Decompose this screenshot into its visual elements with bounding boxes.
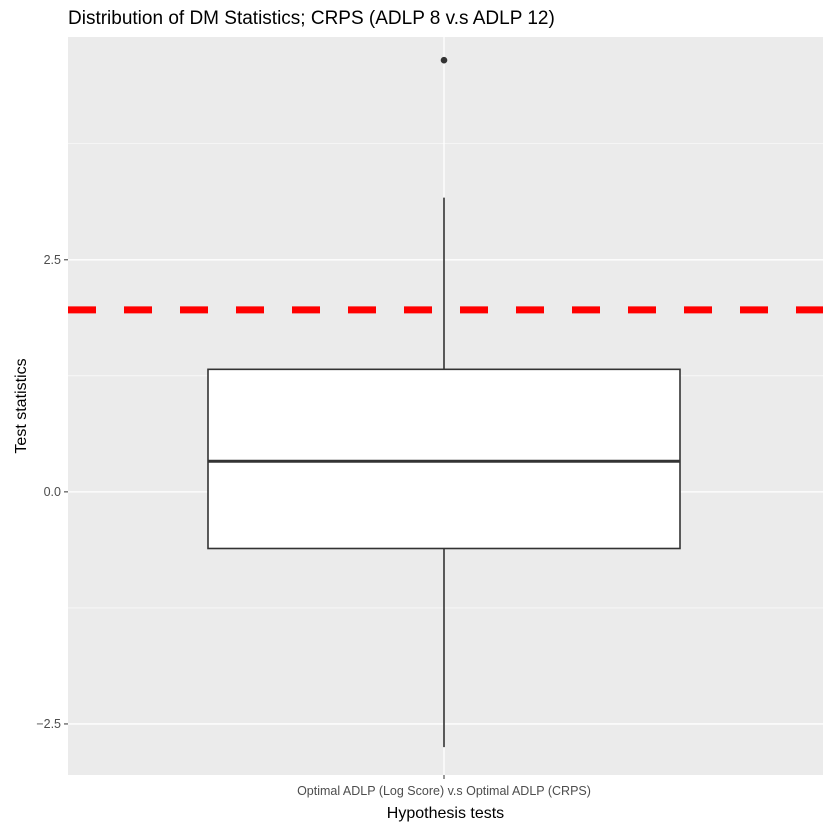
chart-title: Distribution of DM Statistics; CRPS (ADL…	[68, 8, 555, 29]
boxplot	[207, 56, 681, 748]
y-tick-label: 2.5	[44, 253, 61, 267]
x-tick-label: Optimal ADLP (Log Score) v.s Optimal ADL…	[297, 784, 591, 798]
outlier-point	[440, 56, 448, 64]
y-tick-label: −2.5	[36, 717, 61, 731]
iqr-box	[207, 368, 681, 550]
y-axis-title: Test statistics	[13, 358, 30, 453]
y-tick-label: 0.0	[44, 485, 61, 499]
x-axis-title: Hypothesis tests	[387, 805, 504, 822]
axes: −2.5 0.0 2.5 Optimal ADLP (Log Score) v.s O…	[36, 253, 591, 798]
